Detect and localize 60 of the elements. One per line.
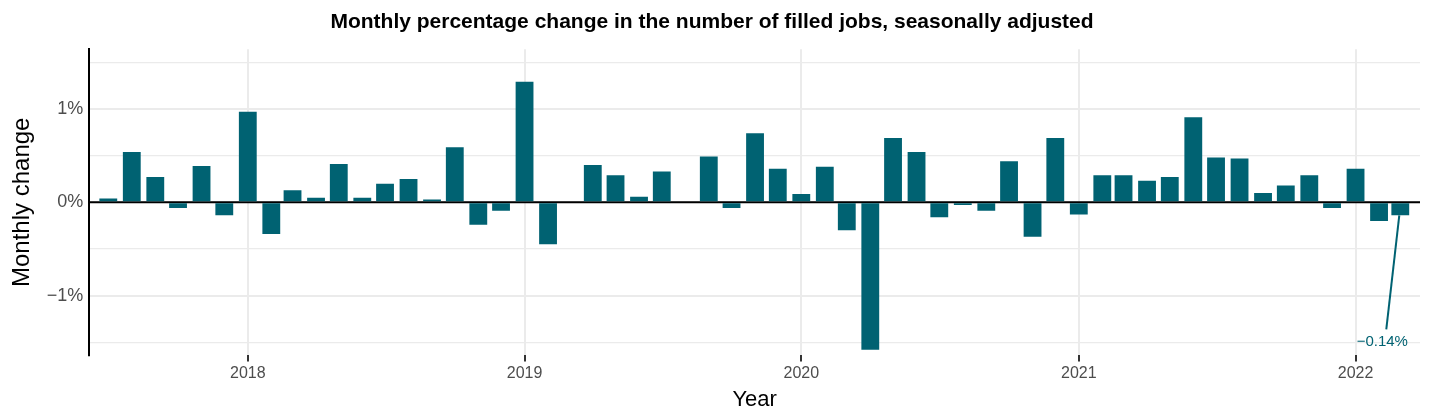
bar bbox=[1300, 175, 1319, 202]
bar bbox=[469, 203, 488, 225]
bar bbox=[861, 203, 880, 350]
bar bbox=[977, 203, 996, 211]
y-tick-label: 0% bbox=[57, 191, 84, 212]
bar bbox=[539, 203, 557, 245]
x-tick-label: 2021 bbox=[1061, 364, 1097, 382]
bar bbox=[492, 203, 510, 211]
bar bbox=[768, 168, 787, 202]
bar bbox=[122, 151, 141, 202]
bar bbox=[1276, 185, 1295, 202]
y-axis-title: Monthly change bbox=[7, 117, 35, 288]
bar bbox=[1184, 117, 1203, 202]
bar bbox=[1138, 180, 1156, 202]
bar bbox=[238, 111, 257, 202]
bar bbox=[1046, 137, 1065, 202]
bar bbox=[329, 164, 348, 202]
bar bbox=[722, 203, 741, 208]
bar bbox=[1370, 203, 1388, 221]
bar bbox=[1207, 157, 1225, 202]
bar bbox=[1000, 161, 1018, 202]
bar bbox=[652, 171, 671, 202]
bar bbox=[1323, 203, 1341, 208]
bar bbox=[515, 81, 534, 202]
bar bbox=[1069, 203, 1088, 215]
bar bbox=[262, 203, 281, 235]
bar bbox=[1346, 168, 1365, 202]
x-tick-label: 2020 bbox=[783, 364, 820, 382]
bar bbox=[1160, 177, 1179, 202]
bar bbox=[192, 165, 211, 202]
bar bbox=[815, 166, 834, 202]
bar bbox=[1023, 203, 1042, 237]
x-tick-label: 2022 bbox=[1337, 364, 1374, 382]
bar bbox=[399, 178, 418, 202]
x-tick-label: 2019 bbox=[506, 364, 543, 382]
bar bbox=[1254, 192, 1272, 202]
bar bbox=[746, 133, 764, 202]
bar bbox=[283, 190, 302, 202]
bar bbox=[606, 175, 625, 202]
y-tick-label: −1% bbox=[46, 284, 84, 305]
bar bbox=[1114, 175, 1133, 202]
x-tick-label: 2018 bbox=[230, 364, 266, 382]
bar bbox=[1230, 158, 1249, 202]
bar bbox=[1093, 175, 1112, 202]
bar bbox=[146, 177, 165, 202]
bar bbox=[930, 203, 949, 218]
chart-title: Monthly percentage change in the number of filled jobs, seasonally adjusted bbox=[330, 9, 1094, 33]
annotation: −0.14% bbox=[1356, 332, 1408, 350]
bar bbox=[699, 156, 718, 202]
bar bbox=[907, 151, 926, 202]
y-tick-label: 1% bbox=[57, 97, 84, 118]
bar bbox=[215, 203, 234, 216]
bar bbox=[837, 203, 856, 231]
bar bbox=[583, 164, 602, 202]
bar bbox=[884, 137, 902, 202]
bar bbox=[169, 203, 187, 208]
bar bbox=[792, 193, 811, 202]
bar bbox=[376, 183, 394, 202]
x-axis-title: Year bbox=[732, 385, 777, 411]
bar bbox=[445, 147, 464, 202]
